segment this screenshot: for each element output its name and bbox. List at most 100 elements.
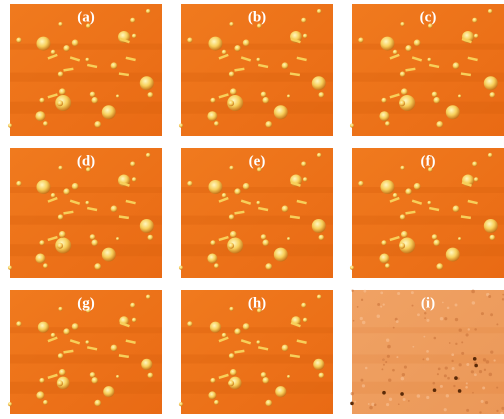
scan-band <box>10 102 162 114</box>
particle <box>214 400 219 405</box>
particle <box>256 58 260 62</box>
particle <box>427 201 431 205</box>
panel-label: (f) <box>421 153 436 169</box>
particle <box>210 240 215 245</box>
texture <box>411 291 414 294</box>
particle <box>116 95 119 98</box>
particle <box>222 333 227 338</box>
particle <box>399 243 405 249</box>
texture <box>353 320 355 322</box>
particle <box>317 9 321 13</box>
texture <box>369 406 373 410</box>
particle <box>234 328 240 334</box>
island <box>312 219 326 233</box>
particle <box>59 369 66 376</box>
particle <box>287 375 290 378</box>
panel-label: (e) <box>249 153 266 169</box>
particle <box>179 402 183 406</box>
particle <box>229 214 234 219</box>
texture <box>424 317 426 319</box>
particle <box>85 201 89 205</box>
texture <box>404 366 407 369</box>
texture <box>417 394 421 398</box>
particle <box>473 357 477 361</box>
particle <box>111 345 118 352</box>
texture <box>493 359 495 361</box>
particle <box>179 266 183 270</box>
texture <box>381 368 383 370</box>
scan-band <box>10 244 162 256</box>
texture <box>444 374 447 377</box>
particle <box>432 92 438 98</box>
particle <box>472 18 477 23</box>
texture <box>483 358 486 361</box>
texture <box>471 370 474 373</box>
particle <box>230 88 237 95</box>
particle <box>85 340 89 344</box>
scan-band <box>181 44 333 50</box>
texture <box>489 373 493 377</box>
island <box>380 37 394 51</box>
texture <box>466 409 469 412</box>
particle <box>414 183 421 190</box>
texture <box>426 358 429 361</box>
island <box>274 248 288 262</box>
scan-band <box>352 216 504 225</box>
particle <box>146 9 150 13</box>
texture <box>484 369 486 371</box>
texture <box>383 304 385 306</box>
particle <box>90 234 96 240</box>
particle <box>130 161 135 166</box>
scan-band <box>181 382 333 394</box>
particle <box>58 166 62 170</box>
figure: (a)(b)(c)(d)(e)(f)(g)(h)(i) <box>0 0 504 414</box>
texture <box>465 386 468 389</box>
afm-panel: (f) <box>350 148 504 278</box>
scan-band <box>181 244 333 256</box>
island <box>102 248 116 262</box>
particle <box>385 263 390 268</box>
particle <box>210 378 215 383</box>
particle <box>222 50 227 55</box>
particle <box>214 263 219 268</box>
particle <box>400 166 404 170</box>
texture <box>459 363 462 366</box>
scan-band <box>352 73 504 82</box>
island <box>313 359 324 370</box>
scan-band <box>181 73 333 82</box>
island <box>36 391 44 399</box>
particle <box>472 161 477 166</box>
texture <box>408 400 410 402</box>
particle <box>39 240 44 245</box>
particle <box>400 22 404 26</box>
particle <box>453 205 460 212</box>
particle <box>130 18 135 23</box>
panel-label: (b) <box>248 9 266 25</box>
island <box>36 37 50 51</box>
scan-band <box>181 102 333 114</box>
afm-panel: (c) <box>350 4 504 136</box>
scan-band <box>10 382 162 394</box>
particle <box>350 123 354 127</box>
particle <box>393 50 398 55</box>
texture <box>490 313 493 316</box>
particle <box>265 400 272 407</box>
texture <box>444 408 447 411</box>
particle <box>229 22 233 26</box>
particle <box>401 231 408 238</box>
texture <box>424 312 426 314</box>
particle <box>319 373 325 379</box>
particle <box>148 373 154 379</box>
texture <box>481 312 484 315</box>
particle <box>229 307 233 311</box>
island <box>380 180 394 194</box>
particle <box>381 240 386 245</box>
particle <box>58 307 62 311</box>
particle <box>91 377 98 384</box>
particle <box>146 295 150 299</box>
panel-label: (c) <box>420 9 437 25</box>
particle <box>262 377 269 384</box>
particle <box>63 188 69 194</box>
texture <box>368 403 370 405</box>
particle <box>229 71 234 76</box>
